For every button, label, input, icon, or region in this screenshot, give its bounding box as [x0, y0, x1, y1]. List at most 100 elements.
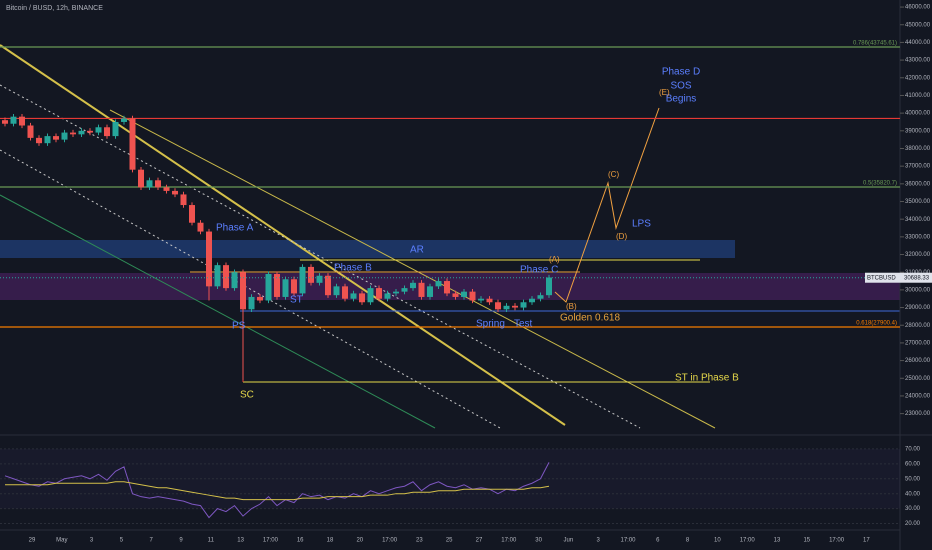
- x-tick-label: 17:00: [829, 538, 845, 544]
- y-tick-label: 30000.00: [905, 287, 931, 293]
- candle-body: [223, 265, 229, 289]
- annotation: ST: [290, 295, 303, 306]
- x-tick-label: Jun: [564, 538, 574, 544]
- annotation: (D): [616, 232, 627, 241]
- candle-body: [384, 293, 391, 299]
- candle-body: [78, 130, 85, 135]
- candle-body: [444, 281, 450, 294]
- x-tick-label: 6: [656, 538, 660, 544]
- candle-body: [129, 118, 136, 170]
- annotation: Phase A: [216, 223, 254, 234]
- candle-body: [197, 222, 204, 232]
- candle-body: [172, 190, 178, 195]
- x-tick-label: 20: [356, 538, 363, 544]
- candle-body: [138, 169, 144, 188]
- rsi-tick-label: 60.00: [905, 461, 921, 467]
- y-tick-label: 41000.00: [905, 93, 931, 99]
- y-tick-label: 36000.00: [905, 181, 931, 187]
- candle-body: [146, 180, 153, 188]
- annotation: SC: [240, 390, 254, 401]
- y-tick-label: 46000.00: [905, 5, 931, 11]
- x-tick-label: 3: [90, 538, 94, 544]
- rsi-tick-label: 40.00: [905, 491, 921, 497]
- y-tick-label: 35000.00: [905, 199, 931, 205]
- candle-body: [112, 121, 119, 137]
- annotation: Golden 0.618: [560, 313, 620, 324]
- annotation: PS: [232, 321, 246, 332]
- x-tick-label: 17:00: [740, 538, 756, 544]
- x-tick-label: 13: [774, 538, 781, 544]
- y-tick-label: 28000.00: [905, 323, 931, 329]
- candle-body: [359, 293, 365, 303]
- rsi-tick-label: 20.00: [905, 521, 921, 527]
- candle-body: [36, 137, 42, 144]
- y-tick-label: 38000.00: [905, 146, 931, 152]
- candle-body: [486, 298, 493, 303]
- annotation: Begins: [666, 94, 697, 105]
- rsi-tick-label: 30.00: [905, 506, 921, 512]
- candle-body: [469, 291, 476, 301]
- x-tick-label: 7: [150, 538, 154, 544]
- y-tick-label: 23000.00: [905, 411, 931, 417]
- level-label: 0.618(27900.4): [856, 321, 897, 327]
- candle-body: [87, 130, 93, 133]
- candle-body: [503, 305, 510, 310]
- annotation: LPS: [632, 219, 651, 230]
- trendline: [0, 84, 641, 429]
- candle-body: [206, 231, 212, 287]
- y-tick-label: 25000.00: [905, 376, 931, 382]
- y-tick-label: 40000.00: [905, 111, 931, 117]
- y-tick-label: 32000.00: [905, 252, 931, 258]
- candle-body: [104, 127, 110, 137]
- candle-body: [461, 291, 467, 297]
- x-tick-label: 16: [297, 538, 304, 544]
- x-tick-label: 17:00: [501, 538, 517, 544]
- rsi-line: [4, 462, 550, 519]
- candle-body: [257, 296, 263, 301]
- candle-body: [53, 136, 59, 140]
- rsi-tick-label: 50.00: [905, 476, 921, 482]
- trendlines: [0, 44, 900, 429]
- candle-body: [95, 127, 102, 133]
- y-tick-label: 26000.00: [905, 358, 931, 364]
- x-tick-label: 17:00: [263, 538, 279, 544]
- y-tick-label: 29000.00: [905, 305, 931, 311]
- x-tick-label: 15: [803, 538, 810, 544]
- candle-body: [231, 272, 238, 289]
- candle-body: [61, 132, 68, 140]
- candle-body: [2, 120, 8, 124]
- candle-body: [240, 272, 246, 310]
- candle-body: [27, 125, 34, 138]
- x-tick-label: 18: [327, 538, 334, 544]
- candle-body: [316, 275, 323, 283]
- x-tick-label: 17:00: [382, 538, 398, 544]
- candle-body: [19, 116, 25, 126]
- supply-zone: [0, 240, 735, 258]
- candle-body: [452, 293, 459, 297]
- rsi-tick-label: 70.00: [905, 447, 921, 453]
- candle-body: [44, 136, 51, 144]
- last-price-label: 30688.33: [904, 275, 930, 281]
- annotation: Spring: [476, 319, 505, 330]
- candle-body: [367, 288, 374, 303]
- candle-body: [282, 279, 289, 297]
- annotation: (B): [566, 302, 577, 311]
- x-tick-label: 23: [416, 538, 423, 544]
- candle-body: [418, 282, 425, 297]
- candle-body: [427, 286, 433, 297]
- candle-body: [333, 286, 340, 296]
- annotation: (E): [659, 88, 670, 97]
- candle-body: [401, 288, 408, 292]
- projection-path: [554, 107, 660, 303]
- candle-body: [308, 266, 314, 283]
- x-tick-label: 25: [446, 538, 453, 544]
- x-tick-label: 3: [597, 538, 601, 544]
- x-tick-label: 5: [120, 538, 124, 544]
- last-price-box: [865, 272, 932, 283]
- annotation: Test: [514, 319, 533, 330]
- y-tick-label: 45000.00: [905, 22, 931, 28]
- y-tick-label: 33000.00: [905, 234, 931, 240]
- candle-body: [478, 298, 484, 301]
- annotation: Phase C: [520, 265, 558, 276]
